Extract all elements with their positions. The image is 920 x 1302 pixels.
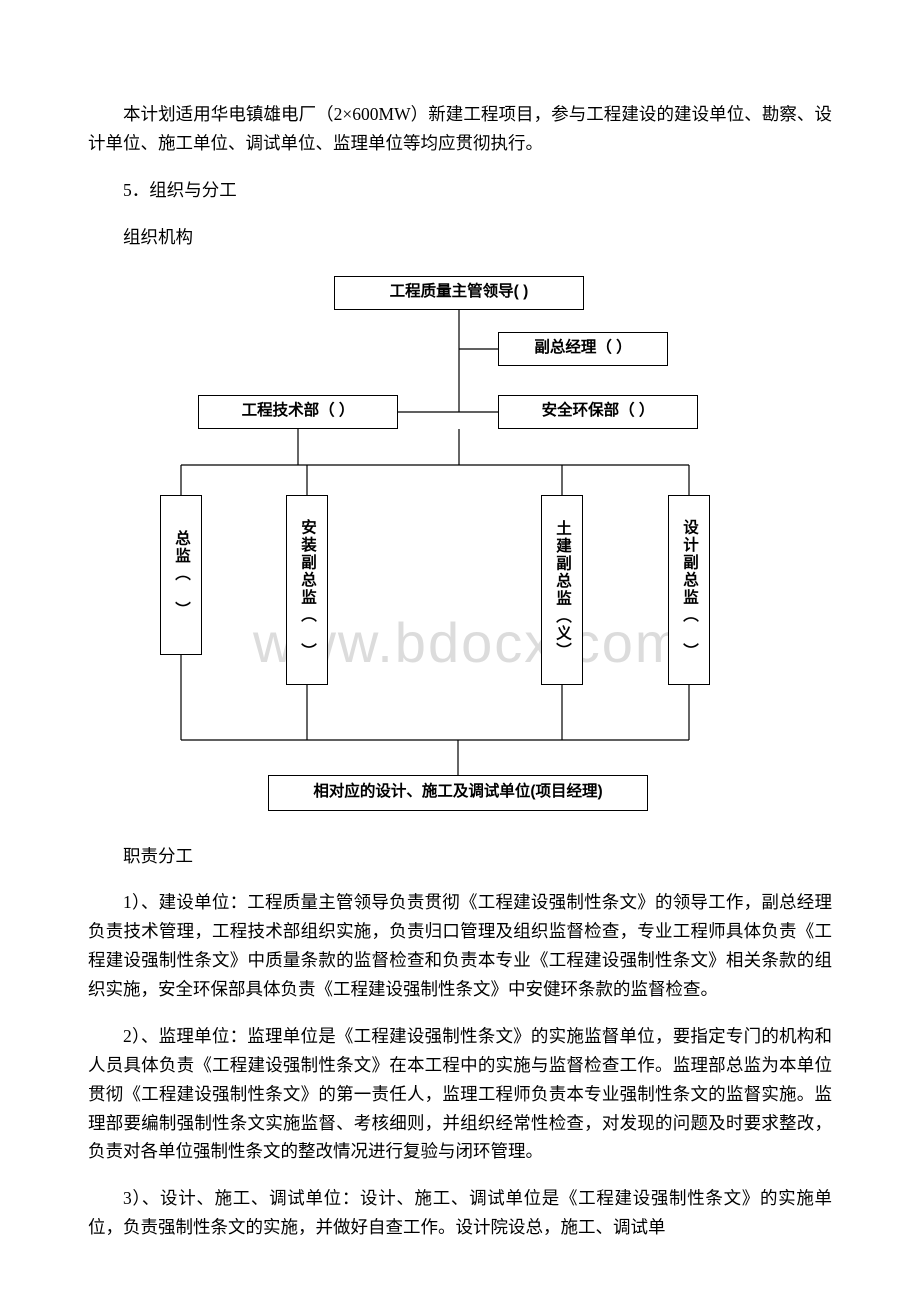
paragraph-responsibility-heading: 职责分工 <box>88 842 832 871</box>
org-box-design-deputy-label: 设计副总监（ ） <box>678 519 700 661</box>
org-box-supervisor-label: 总监（ ） <box>170 530 192 619</box>
paragraph-item-1: 1）、建设单位：工程质量主管领导负责贯彻《工程建设强制性条文》的领导工作，副总经… <box>88 888 832 1004</box>
org-box-dept-tech: 工程技术部（ ） <box>198 395 398 429</box>
org-chart-diagram: www.bdocx.com 工程质量主管领导( ) 副总经理（ ） 工程技术部（… <box>88 270 832 830</box>
org-box-civil-deputy-label: 土建副总监（义） <box>551 520 573 660</box>
paragraph-org-heading: 组织机构 <box>88 223 832 252</box>
org-box-supervisor: 总监（ ） <box>160 495 202 655</box>
org-box-bottom-units: 相对应的设计、施工及调试单位(项目经理) <box>268 775 648 811</box>
paragraph-item-3: 3）、设计、施工、调试单位：设计、施工、调试单位是《工程建设强制性条文》的实施单… <box>88 1184 832 1242</box>
paragraph-section-5: 5．组织与分工 <box>88 176 832 205</box>
org-box-install-deputy: 安装副总监（ ） <box>286 495 328 685</box>
paragraph-intro: 本计划适用华电镇雄电厂（2×600MW）新建工程项目，参与工程建设的建设单位、勘… <box>88 100 832 158</box>
paragraph-item-2: 2）、监理单位：监理单位是《工程建设强制性条文》的实施监督单位，要指定专门的机构… <box>88 1022 832 1166</box>
org-box-civil-deputy: 土建副总监（义） <box>541 495 583 685</box>
org-box-vice-manager: 副总经理（ ） <box>498 332 668 366</box>
document-page: 本计划适用华电镇雄电厂（2×600MW）新建工程项目，参与工程建设的建设单位、勘… <box>0 0 920 1302</box>
org-box-design-deputy: 设计副总监（ ） <box>668 495 710 685</box>
org-box-top-leader: 工程质量主管领导( ) <box>334 276 584 310</box>
org-box-dept-safety: 安全环保部（ ） <box>498 395 698 429</box>
org-box-install-deputy-label: 安装副总监（ ） <box>296 519 318 661</box>
